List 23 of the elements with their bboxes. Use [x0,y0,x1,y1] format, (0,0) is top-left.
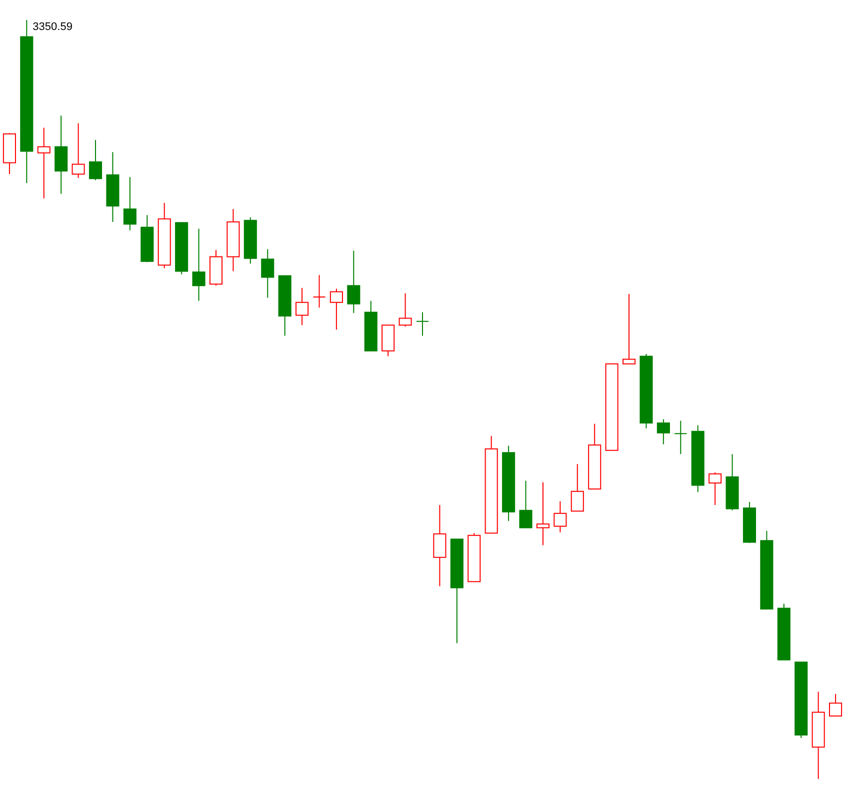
candlestick [536,482,550,546]
candlestick [674,420,688,455]
candlestick [72,122,85,178]
candlestick [708,472,722,506]
candlestick [347,250,360,314]
candlestick [622,294,636,364]
candlestick [296,287,309,326]
candlestick [312,274,326,308]
candlestick [37,127,50,199]
candlestick [261,248,274,298]
candlestick [519,480,532,528]
candlestick [433,504,446,587]
candlestick [570,464,584,512]
candlestick [416,312,430,336]
candlestick [398,292,412,328]
candlestick [88,139,102,181]
candlestick [656,418,670,445]
candlestick [554,500,567,533]
candlestick [829,693,842,717]
annotation: 3350.59 [32,21,72,33]
candlestick [330,288,343,330]
candlestick [123,176,136,231]
candlestick [192,228,206,302]
